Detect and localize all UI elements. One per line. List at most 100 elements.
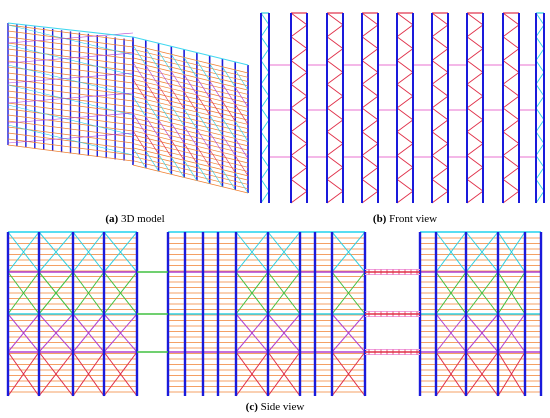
beam-front: [7, 120, 134, 138]
front-diagonal: [361, 48, 379, 61]
beam-front: [7, 48, 134, 66]
brace-side: [209, 132, 223, 153]
front-diagonal: [326, 155, 344, 168]
beam-front: [7, 114, 134, 132]
brace-side: [171, 105, 185, 127]
front-diagonal: [361, 60, 379, 73]
beam-front: [7, 60, 134, 78]
front-diagonal: [260, 24, 270, 38]
front-diagonal: [396, 107, 414, 121]
beam-side: [132, 44, 249, 74]
brace-side: [158, 136, 172, 158]
front-diagonal: [290, 36, 308, 49]
front-diagonal: [361, 24, 379, 38]
side-brace: [267, 351, 301, 397]
front-diagonal: [535, 24, 545, 38]
front-diagonal: [535, 72, 545, 85]
beam-side: [132, 61, 249, 91]
front-diagonal: [466, 72, 484, 85]
brace-side: [145, 99, 159, 120]
front-diagonal: [431, 95, 449, 109]
front-diagonal: [502, 107, 520, 121]
front-diagonal: [502, 95, 520, 109]
beam-side: [132, 134, 249, 164]
front-diagonal: [361, 190, 379, 204]
caption-label-a: (a): [105, 213, 119, 225]
panel-3d-model: [0, 0, 262, 210]
brace-side: [158, 85, 172, 106]
front-diagonal: [260, 83, 270, 97]
caption-text-b: Front view: [389, 213, 438, 225]
brace-side: [209, 114, 223, 136]
beam-side: [132, 57, 249, 87]
beam-side: [132, 117, 249, 147]
front-diagonal: [260, 12, 270, 26]
top-edge: [7, 22, 134, 38]
front-diagonal: [431, 107, 449, 121]
front-diagonal: [326, 60, 344, 73]
front-diagonal: [326, 83, 344, 97]
front-diagonal: [466, 155, 484, 168]
top-edge: [132, 36, 249, 66]
beam-side: [132, 108, 249, 138]
side-brace: [235, 271, 269, 315]
front-diagonal: [260, 155, 270, 168]
beam-side: [132, 83, 249, 112]
brace-side: [132, 147, 147, 169]
front-diagonal: [431, 72, 449, 85]
brace-side: [183, 57, 198, 78]
front-diagonal: [326, 24, 344, 38]
brace-side: [222, 118, 236, 139]
front-diagonal: [431, 155, 449, 168]
front-diagonal: [535, 190, 545, 204]
front-diagonal: [396, 190, 414, 204]
beam-front: [7, 66, 134, 84]
front-diagonal: [260, 190, 270, 204]
caption-label-c: (c): [245, 401, 258, 413]
front-diagonal: [361, 143, 379, 156]
front-diagonal: [466, 83, 484, 97]
beam-side: [132, 151, 249, 181]
brace-front: [7, 72, 134, 84]
brace-side: [145, 47, 159, 69]
brace-side: [222, 135, 236, 156]
beam-side: [132, 113, 249, 142]
front-diagonal: [361, 119, 379, 133]
front-diagonal: [396, 178, 414, 192]
front-diagonal: [260, 72, 270, 85]
front-diagonal: [431, 24, 449, 38]
front-diagonal: [502, 131, 520, 144]
front-diagonal: [290, 72, 308, 85]
front-diagonal: [326, 167, 344, 180]
brace-side: [132, 44, 147, 66]
front-diagonal: [502, 72, 520, 85]
side-brace: [103, 271, 138, 315]
side-brace: [497, 231, 526, 273]
front-diagonal: [290, 155, 308, 168]
front-diagonal: [290, 190, 308, 204]
front-diagonal: [535, 48, 545, 61]
front-diagonal: [260, 119, 270, 133]
caption-front-view: (b) Front view: [335, 213, 475, 225]
beam-front: [7, 84, 134, 102]
front-diagonal: [326, 48, 344, 61]
front-diagonal: [502, 24, 520, 38]
front-diagonal: [290, 107, 308, 121]
front-diagonal: [466, 119, 484, 133]
brace-side: [158, 153, 172, 175]
brace-side: [234, 172, 249, 194]
front-diagonal: [260, 178, 270, 192]
brace-side: [145, 150, 159, 172]
beam-front: [7, 108, 134, 126]
front-diagonal: [326, 36, 344, 49]
brace-side: [183, 91, 198, 113]
front-diagonal: [466, 60, 484, 73]
front-diagonal: [396, 143, 414, 156]
beam-front: [7, 72, 134, 90]
front-diagonal: [326, 190, 344, 204]
caption-side-view: (c) Side view: [210, 401, 340, 413]
front-diagonal: [431, 119, 449, 133]
brace-front: [7, 112, 134, 124]
front-diagonal: [260, 48, 270, 61]
side-brace: [267, 271, 301, 315]
